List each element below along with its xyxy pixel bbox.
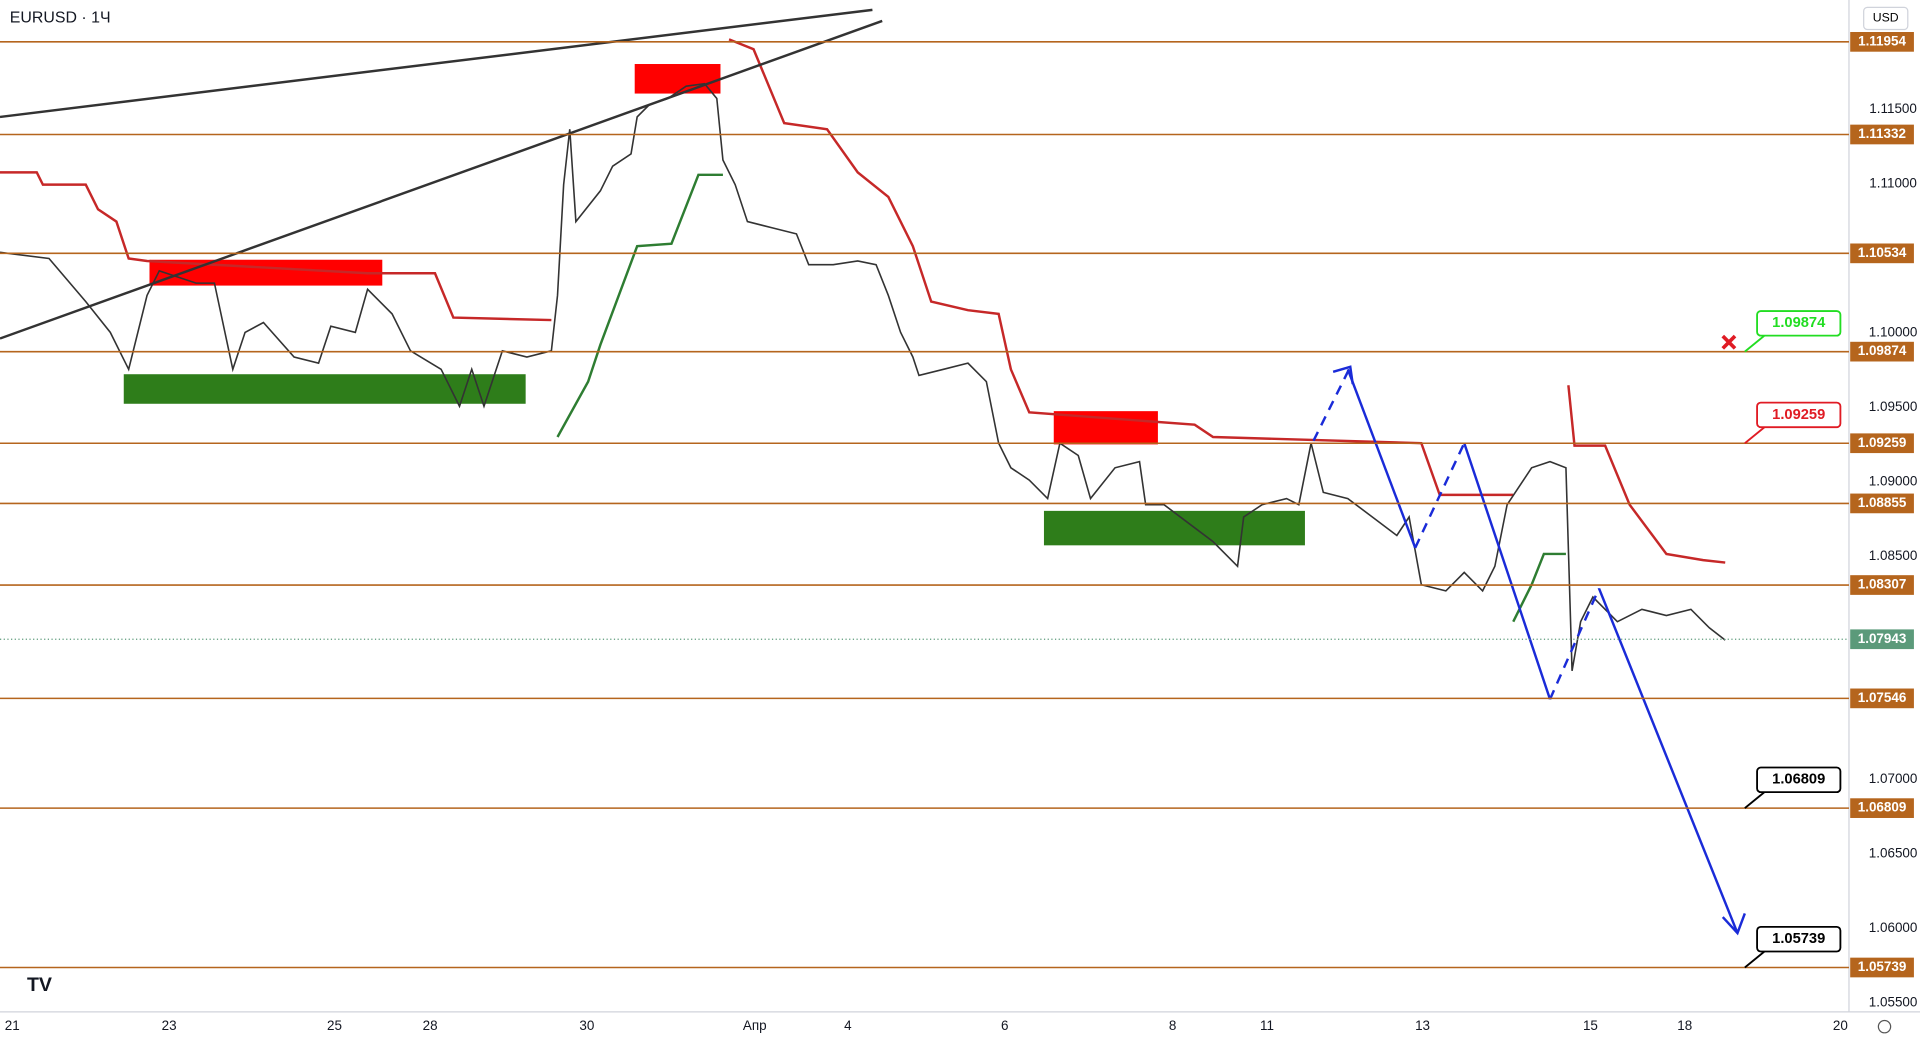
currency-button[interactable] — [1863, 6, 1909, 31]
price-tick-label: 1.08500 — [1869, 548, 1918, 563]
price-tick-label: 1.07000 — [1869, 771, 1918, 786]
level-label: 1.11954 — [1858, 33, 1906, 48]
callout-tail — [1744, 791, 1766, 809]
level-label: 1.08855 — [1858, 495, 1907, 510]
time-label: 20 — [1833, 1018, 1848, 1033]
level-label: 1.06809 — [1858, 800, 1907, 815]
trendlines — [0, 8, 883, 340]
level-label-bg — [1850, 688, 1914, 709]
projection-arrows — [1312, 365, 1746, 936]
price-tick-label: 1.06500 — [1869, 846, 1918, 861]
trailing-stop — [0, 38, 1726, 623]
level-label-bg — [1850, 493, 1914, 514]
time-label: 8 — [1169, 1018, 1176, 1033]
symbol-title: EURUSD · 1Ч — [10, 10, 111, 27]
price-path — [0, 82, 1726, 672]
level-label-bg — [1850, 124, 1914, 145]
level-label-bg — [1850, 798, 1914, 818]
time-label: 21 — [5, 1018, 20, 1033]
callout-box — [1756, 310, 1842, 337]
time-label: 30 — [579, 1018, 594, 1033]
callout-label: 1.09259 — [1772, 407, 1825, 423]
level-label-bg — [1850, 575, 1914, 595]
price-tick-label: 1.06000 — [1869, 920, 1918, 935]
time-label: 13 — [1415, 1018, 1430, 1033]
level-label-bg — [1850, 32, 1914, 52]
callout-label: 1.05739 — [1772, 931, 1825, 947]
time-label: 25 — [327, 1018, 342, 1033]
time-label: 28 — [423, 1018, 438, 1033]
time-label: 6 — [1001, 1018, 1008, 1033]
current-price-bg — [1850, 629, 1914, 650]
level-label: 1.10534 — [1858, 245, 1907, 260]
level-label: 1.07546 — [1858, 690, 1907, 705]
callout-tail — [1744, 334, 1766, 353]
current-price-label: 1.07943 — [1858, 631, 1907, 646]
level-label: 1.09259 — [1858, 435, 1907, 450]
time-label: 18 — [1677, 1018, 1692, 1033]
level-label: 1.08307 — [1858, 577, 1907, 592]
time-label: 23 — [162, 1018, 177, 1033]
price-tick-label: 1.11500 — [1869, 101, 1917, 116]
callout-tail — [1744, 950, 1766, 969]
settings-icon[interactable] — [1877, 1019, 1892, 1034]
price-tick-label: 1.09000 — [1869, 473, 1918, 488]
price-tick-label: 1.10000 — [1869, 324, 1918, 339]
logo[interactable]: TV — [27, 974, 52, 996]
level-label-bg — [1850, 957, 1914, 978]
level-label: 1.05739 — [1858, 959, 1907, 974]
price-tick-label: 1.11000 — [1869, 175, 1917, 190]
level-label-bg — [1850, 433, 1914, 454]
level-label-bg — [1850, 341, 1914, 362]
callout-tail — [1744, 426, 1766, 444]
time-label: Апр — [743, 1018, 767, 1033]
time-label: 4 — [844, 1018, 852, 1033]
level-label: 1.09874 — [1858, 343, 1907, 358]
level-label: 1.11332 — [1858, 126, 1906, 141]
price-tick-label: 1.05500 — [1869, 995, 1918, 1010]
callout-box — [1756, 766, 1842, 794]
time-label: 15 — [1583, 1018, 1598, 1033]
callout-label: 1.06809 — [1772, 772, 1825, 788]
price-tick-label: 1.09500 — [1869, 399, 1918, 414]
callout-label: 1.09874 — [1772, 315, 1826, 331]
currency[interactable]: USD — [1873, 11, 1899, 25]
cancel-mark — [1721, 334, 1737, 350]
callout-box — [1756, 401, 1842, 429]
time-label: 11 — [1260, 1018, 1274, 1033]
callout-box — [1756, 925, 1842, 953]
level-label-bg — [1850, 243, 1914, 264]
